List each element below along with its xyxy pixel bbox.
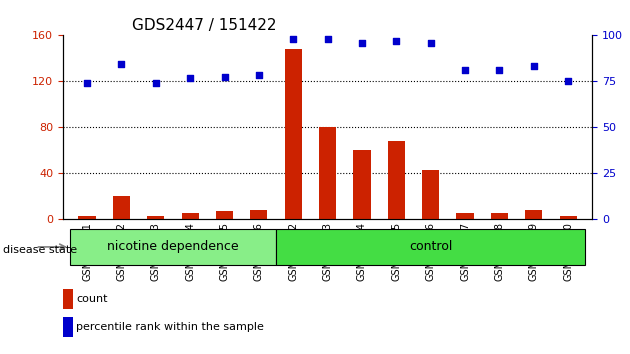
Point <box>391 38 401 44</box>
Point <box>219 74 229 80</box>
Point <box>288 36 298 42</box>
Bar <box>113 196 130 219</box>
Bar <box>285 49 302 219</box>
Text: control: control <box>409 240 452 253</box>
Bar <box>79 216 96 219</box>
Point <box>323 36 333 42</box>
Bar <box>147 216 164 219</box>
Bar <box>387 141 405 219</box>
Point <box>151 80 161 85</box>
Point <box>82 80 92 85</box>
Bar <box>63 289 72 309</box>
Text: nicotine dependence: nicotine dependence <box>107 240 239 253</box>
Point <box>563 79 573 84</box>
Bar <box>250 210 268 219</box>
Bar <box>63 317 72 337</box>
Bar <box>559 216 576 219</box>
Point <box>185 75 195 81</box>
Bar <box>319 127 336 219</box>
Point <box>460 67 470 73</box>
Bar <box>216 211 233 219</box>
Point <box>357 41 367 46</box>
Bar <box>491 212 508 219</box>
Bar <box>422 170 439 219</box>
Bar <box>181 212 198 219</box>
Bar <box>353 150 370 219</box>
Text: percentile rank within the sample: percentile rank within the sample <box>76 322 264 332</box>
Point <box>495 67 505 73</box>
Text: GDS2447 / 151422: GDS2447 / 151422 <box>132 18 277 33</box>
Text: disease state: disease state <box>3 245 77 255</box>
Bar <box>457 212 474 219</box>
Bar <box>525 210 542 219</box>
Point <box>426 41 436 46</box>
Point <box>529 64 539 69</box>
Text: count: count <box>76 294 108 304</box>
FancyBboxPatch shape <box>276 229 585 265</box>
Point <box>254 72 264 77</box>
Point <box>117 61 127 67</box>
FancyBboxPatch shape <box>70 229 276 265</box>
